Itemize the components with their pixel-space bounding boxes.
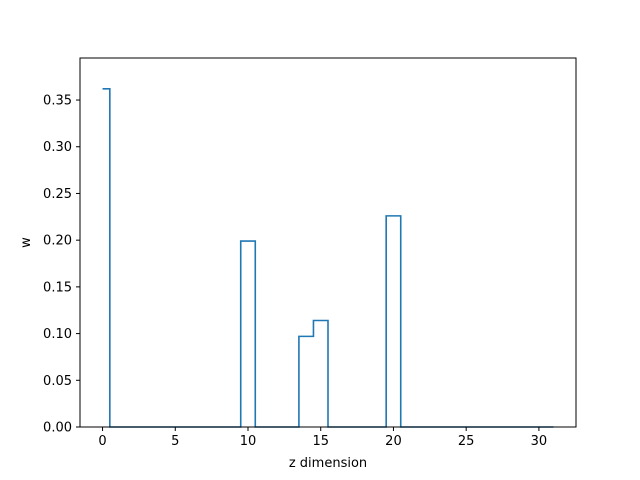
x-tick-label: 30 [531, 434, 548, 449]
x-tick-label: 15 [312, 434, 329, 449]
y-tick-label: 0.20 [43, 234, 72, 249]
y-tick-label: 0.10 [43, 327, 72, 342]
x-tick-label: 25 [458, 434, 475, 449]
y-tick-label: 0.35 [43, 94, 72, 109]
x-tick-label: 0 [98, 434, 106, 449]
y-tick-label: 0.15 [43, 280, 72, 295]
y-axis-label: w [19, 237, 34, 248]
x-axis-label: z dimension [289, 456, 367, 471]
x-tick-label: 10 [240, 434, 257, 449]
y-tick-label: 0.25 [43, 187, 72, 202]
y-tick-label: 0.05 [43, 374, 72, 389]
axes-frame [79, 57, 577, 428]
y-tick-label: 0.30 [43, 140, 72, 155]
x-tick-label: 20 [385, 434, 402, 449]
axes: 0 5 10 15 20 25 30 0.00 0.05 0.10 0.15 0.20 0.25 0.30… [43, 57, 577, 449]
x-tick-label: 5 [171, 434, 179, 449]
y-tick-label: 0.00 [43, 421, 72, 436]
